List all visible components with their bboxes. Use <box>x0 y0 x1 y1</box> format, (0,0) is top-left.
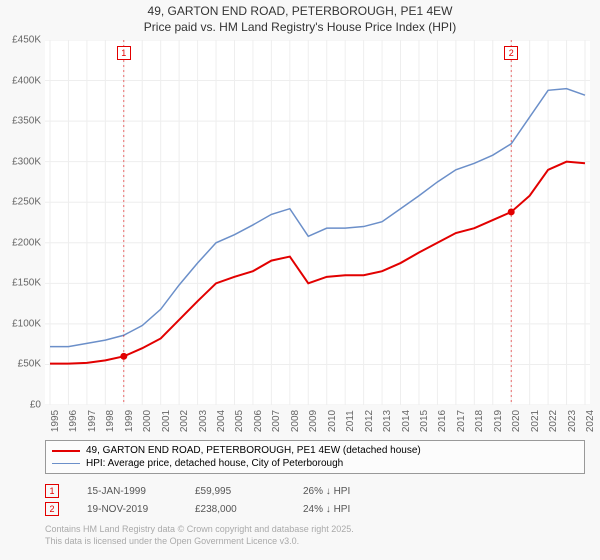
transaction-badge: 2 <box>45 502 59 516</box>
legend-label: HPI: Average price, detached house, City… <box>86 458 343 469</box>
transaction-date: 19-NOV-2019 <box>87 504 167 515</box>
x-tick-label: 1998 <box>105 410 116 432</box>
x-tick-label: 2004 <box>216 410 227 432</box>
transaction-row: 2 19-NOV-2019 £238,000 24% ↓ HPI <box>45 500 383 518</box>
y-tick-label: £100K <box>12 318 41 329</box>
title-line1: 49, GARTON END ROAD, PETERBOROUGH, PE1 4… <box>0 4 600 20</box>
x-tick-label: 2021 <box>530 410 541 432</box>
y-tick-label: £300K <box>12 156 41 167</box>
legend-item: 49, GARTON END ROAD, PETERBOROUGH, PE1 4… <box>52 444 578 457</box>
footer-line2: This data is licensed under the Open Gov… <box>45 536 354 548</box>
transaction-row: 1 15-JAN-1999 £59,995 26% ↓ HPI <box>45 482 383 500</box>
x-axis: 1995 1996 1997 1998 1999 2000 2001 2002 2003 2004… <box>45 405 590 435</box>
y-tick-label: £200K <box>12 237 41 248</box>
x-tick-label: 2007 <box>271 410 282 432</box>
x-tick-label: 2005 <box>234 410 245 432</box>
x-tick-label: 2017 <box>456 410 467 432</box>
transaction-diff: 26% ↓ HPI <box>303 486 383 497</box>
x-tick-label: 2024 <box>585 410 596 432</box>
y-tick-label: £350K <box>12 116 41 127</box>
legend-swatch <box>52 463 80 464</box>
title-block: 49, GARTON END ROAD, PETERBOROUGH, PE1 4… <box>0 0 600 37</box>
chart-svg <box>45 40 590 405</box>
legend-item: HPI: Average price, detached house, City… <box>52 457 578 470</box>
x-tick-label: 2010 <box>327 410 338 432</box>
x-tick-label: 1995 <box>50 410 61 432</box>
chart-marker-badge: 1 <box>117 46 131 60</box>
y-tick-label: £450K <box>12 35 41 46</box>
x-tick-label: 2023 <box>567 410 578 432</box>
y-tick-label: £250K <box>12 197 41 208</box>
x-tick-label: 2015 <box>419 410 430 432</box>
x-tick-label: 2003 <box>198 410 209 432</box>
transaction-badge: 1 <box>45 484 59 498</box>
x-tick-label: 2011 <box>345 410 356 432</box>
transaction-price: £59,995 <box>195 486 275 497</box>
x-tick-label: 2012 <box>364 410 375 432</box>
x-tick-label: 2002 <box>179 410 190 432</box>
x-tick-label: 2014 <box>401 410 412 432</box>
x-tick-label: 2018 <box>474 410 485 432</box>
series-line-hpi <box>50 89 585 347</box>
x-tick-label: 2008 <box>290 410 301 432</box>
transaction-diff: 24% ↓ HPI <box>303 504 383 515</box>
x-tick-label: 2001 <box>161 410 172 432</box>
y-tick-label: £0 <box>30 400 41 411</box>
x-tick-label: 2019 <box>493 410 504 432</box>
y-tick-label: £150K <box>12 278 41 289</box>
transaction-date: 15-JAN-1999 <box>87 486 167 497</box>
chart-plot-area: 12 <box>45 40 590 405</box>
x-tick-label: 2013 <box>382 410 393 432</box>
y-tick-label: £50K <box>18 359 41 370</box>
x-tick-label: 2006 <box>253 410 264 432</box>
footer: Contains HM Land Registry data © Crown c… <box>45 524 354 547</box>
x-tick-label: 2020 <box>511 410 522 432</box>
series-line-price_paid <box>50 162 585 364</box>
transaction-price: £238,000 <box>195 504 275 515</box>
y-tick-label: £400K <box>12 75 41 86</box>
y-axis: £0£50K£100K£150K£200K£250K£300K£350K£400… <box>0 40 45 405</box>
footer-line1: Contains HM Land Registry data © Crown c… <box>45 524 354 536</box>
x-tick-label: 2016 <box>437 410 448 432</box>
x-tick-label: 1999 <box>124 410 135 432</box>
x-tick-label: 1996 <box>68 410 79 432</box>
legend: 49, GARTON END ROAD, PETERBOROUGH, PE1 4… <box>45 440 585 474</box>
x-tick-label: 2022 <box>548 410 559 432</box>
x-tick-label: 2000 <box>142 410 153 432</box>
x-tick-label: 2009 <box>308 410 319 432</box>
chart-marker-badge: 2 <box>504 46 518 60</box>
chart-container: 49, GARTON END ROAD, PETERBOROUGH, PE1 4… <box>0 0 600 560</box>
legend-label: 49, GARTON END ROAD, PETERBOROUGH, PE1 4… <box>86 445 421 456</box>
title-line2: Price paid vs. HM Land Registry's House … <box>0 20 600 36</box>
transactions-table: 1 15-JAN-1999 £59,995 26% ↓ HPI 2 19-NOV-2019… <box>45 482 383 518</box>
legend-swatch <box>52 450 80 452</box>
x-tick-label: 1997 <box>87 410 98 432</box>
